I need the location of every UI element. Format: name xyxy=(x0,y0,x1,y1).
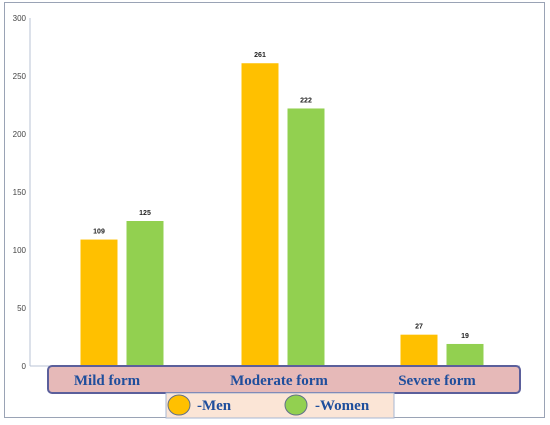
legend: -Men -Women xyxy=(165,392,395,419)
legend-swatch xyxy=(167,394,191,416)
legend-box xyxy=(165,392,395,419)
y-tick-label: 250 xyxy=(13,72,27,81)
x-tick-label: Moderate form xyxy=(230,373,328,389)
data-label: 222 xyxy=(300,97,312,104)
bar xyxy=(287,108,325,366)
data-label: 27 xyxy=(415,324,423,331)
bar xyxy=(241,63,279,367)
y-tick-label: 0 xyxy=(22,362,27,371)
x-tick-label: Severe form xyxy=(398,373,476,389)
y-tick-label: 100 xyxy=(13,246,27,255)
data-label: 261 xyxy=(254,52,266,59)
legend-label: -Men xyxy=(197,398,232,414)
data-label: 125 xyxy=(139,210,151,217)
x-tick-label: Mild form xyxy=(74,373,141,389)
category-band: Mild form Moderate form Severe form xyxy=(47,365,521,394)
legend-swatch xyxy=(284,394,308,416)
y-tick-label: 50 xyxy=(17,304,26,313)
y-tick-label: 150 xyxy=(13,188,27,197)
bars xyxy=(80,63,484,367)
data-labels: 109 261 27 125 222 19 xyxy=(93,52,469,340)
bar xyxy=(80,239,118,366)
bar xyxy=(126,221,164,366)
data-label: 109 xyxy=(93,229,105,236)
bar xyxy=(400,334,438,366)
y-tick-label: 300 xyxy=(13,14,27,23)
data-label: 19 xyxy=(461,333,469,340)
bar xyxy=(446,343,484,366)
legend-label: -Women xyxy=(315,398,370,414)
y-tick-label: 200 xyxy=(13,130,27,139)
